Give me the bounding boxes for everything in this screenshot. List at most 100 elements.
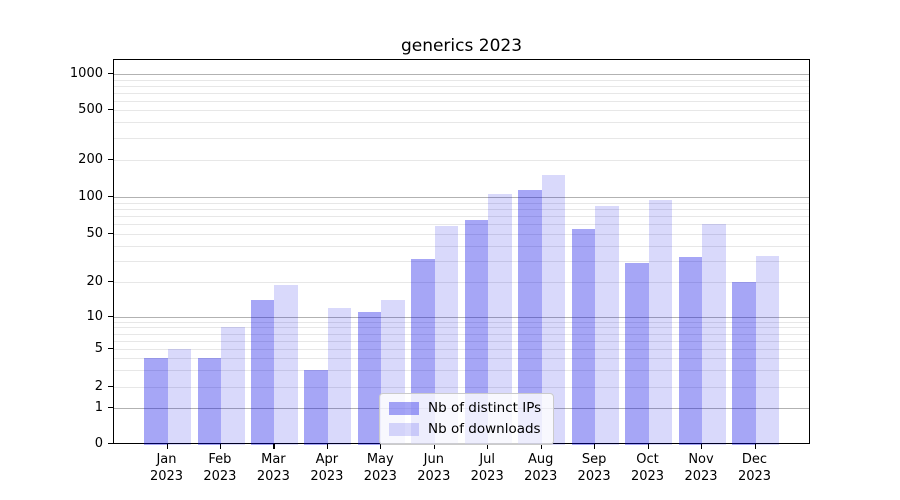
- bar-distinct-ips-nov: [678, 257, 702, 445]
- legend-label-downloads: Nb of downloads: [428, 421, 541, 437]
- y-tick-mark: [108, 443, 113, 445]
- legend-item-downloads: Nb of downloads: [389, 421, 541, 437]
- y-tick-label: 5: [94, 340, 103, 356]
- x-tick-mark: [540, 444, 542, 449]
- bar-distinct-ips-jan: [144, 358, 168, 445]
- bar-distinct-ips-apr: [304, 370, 328, 445]
- bar-downloads-jul: [488, 194, 512, 445]
- legend-label-distinct-ips: Nb of distinct IPs: [428, 400, 542, 416]
- bar-downloads-aug: [541, 175, 566, 445]
- x-tick-label: Jun 2023: [402, 451, 466, 485]
- x-tick-label: Mar 2023: [241, 451, 305, 485]
- gridline: [114, 282, 809, 283]
- y-tick-label: 100: [78, 188, 103, 204]
- gridline: [114, 122, 809, 124]
- x-tick-year: 2023: [577, 469, 611, 484]
- gridline: [114, 321, 809, 323]
- bar-distinct-ips-sep: [571, 228, 596, 445]
- bar-distinct-ips-aug: [518, 189, 542, 445]
- bar-downloads-nov: [702, 224, 726, 445]
- bar-downloads-apr: [327, 307, 352, 445]
- gridline: [114, 197, 809, 198]
- gridline: [114, 245, 809, 247]
- x-tick-month: Jun: [423, 452, 444, 467]
- x-tick-mark: [219, 444, 222, 449]
- bar-downloads-dec: [755, 255, 779, 445]
- x-tick-month: Jan: [156, 452, 177, 467]
- x-tick-year: 2023: [470, 469, 504, 484]
- gridline: [114, 370, 809, 372]
- x-tick-label: Nov 2023: [669, 451, 733, 485]
- gridline: [114, 74, 809, 75]
- bar-distinct-ips-feb: [197, 358, 221, 445]
- x-tick-label: Apr 2023: [295, 451, 359, 485]
- gridline: [114, 333, 809, 335]
- y-tick-mark: [108, 281, 113, 283]
- x-tick-mark: [166, 444, 168, 449]
- x-tick-year: 2023: [737, 469, 772, 484]
- legend: Nb of distinct IPs Nb of downloads: [379, 393, 555, 445]
- gridline: [114, 234, 809, 235]
- y-tick-label: 500: [78, 101, 103, 117]
- bar-distinct-ips-dec: [732, 282, 756, 445]
- x-tick-label: Dec 2023: [723, 451, 787, 485]
- bar-downloads-jun: [434, 226, 459, 445]
- x-tick-mark: [380, 444, 382, 449]
- x-tick-mark: [273, 444, 275, 449]
- bar-distinct-ips-may: [357, 312, 382, 445]
- x-tick-label: Oct 2023: [616, 451, 680, 485]
- y-tick-mark: [108, 73, 113, 75]
- gridline: [114, 216, 809, 217]
- x-tick-year: 2023: [684, 469, 718, 484]
- gridline: [114, 317, 809, 318]
- x-tick-label: Sep 2023: [562, 451, 626, 485]
- x-tick-month: Sep: [581, 452, 607, 467]
- x-tick-label: Aug 2023: [509, 451, 573, 485]
- legend-swatch-distinct-ips-icon: [389, 401, 419, 415]
- gridline: [114, 224, 809, 226]
- x-tick-mark: [433, 444, 435, 449]
- y-tick-mark: [108, 407, 113, 409]
- legend-swatch-downloads-icon: [389, 422, 419, 436]
- x-tick-year: 2023: [203, 469, 237, 484]
- gridline: [114, 358, 809, 360]
- gridline: [114, 92, 809, 94]
- gridline: [114, 160, 809, 161]
- y-tick-mark: [108, 109, 113, 111]
- x-tick-year: 2023: [256, 469, 290, 484]
- x-tick-mark: [326, 444, 329, 449]
- bar-distinct-ips-oct: [625, 262, 649, 445]
- gridline: [114, 208, 809, 210]
- gridline: [114, 137, 809, 139]
- bar-downloads-jan: [167, 349, 191, 445]
- y-tick-label: 0: [94, 435, 103, 451]
- y-tick-mark: [108, 386, 113, 388]
- gridline: [114, 85, 809, 87]
- y-tick-mark: [108, 316, 113, 318]
- bar-downloads-sep: [595, 205, 619, 445]
- gridline: [114, 349, 809, 350]
- x-tick-label: Jan 2023: [135, 451, 199, 485]
- x-tick-mark: [487, 444, 489, 449]
- x-tick-mark: [647, 444, 649, 449]
- x-tick-mark: [701, 444, 703, 449]
- y-tick-mark: [108, 159, 113, 161]
- y-tick-mark: [108, 196, 113, 198]
- y-tick-mark: [108, 233, 113, 235]
- gridline: [114, 79, 809, 81]
- x-tick-month: Feb: [208, 452, 232, 467]
- x-tick-year: 2023: [310, 469, 344, 484]
- x-tick-month: Mar: [261, 452, 286, 467]
- x-tick-label: May 2023: [348, 451, 412, 485]
- x-tick-label: Jul 2023: [455, 451, 519, 485]
- bar-distinct-ips-mar: [250, 300, 275, 445]
- y-tick-mark: [108, 348, 113, 350]
- bar-distinct-ips-jul: [464, 220, 489, 445]
- gridline: [114, 100, 809, 102]
- y-tick-label: 20: [86, 273, 103, 289]
- gridline: [114, 340, 809, 342]
- x-tick-year: 2023: [524, 469, 558, 484]
- x-tick-mark: [594, 444, 596, 449]
- x-tick-month: Nov: [688, 452, 714, 467]
- x-tick-month: Jul: [479, 452, 496, 467]
